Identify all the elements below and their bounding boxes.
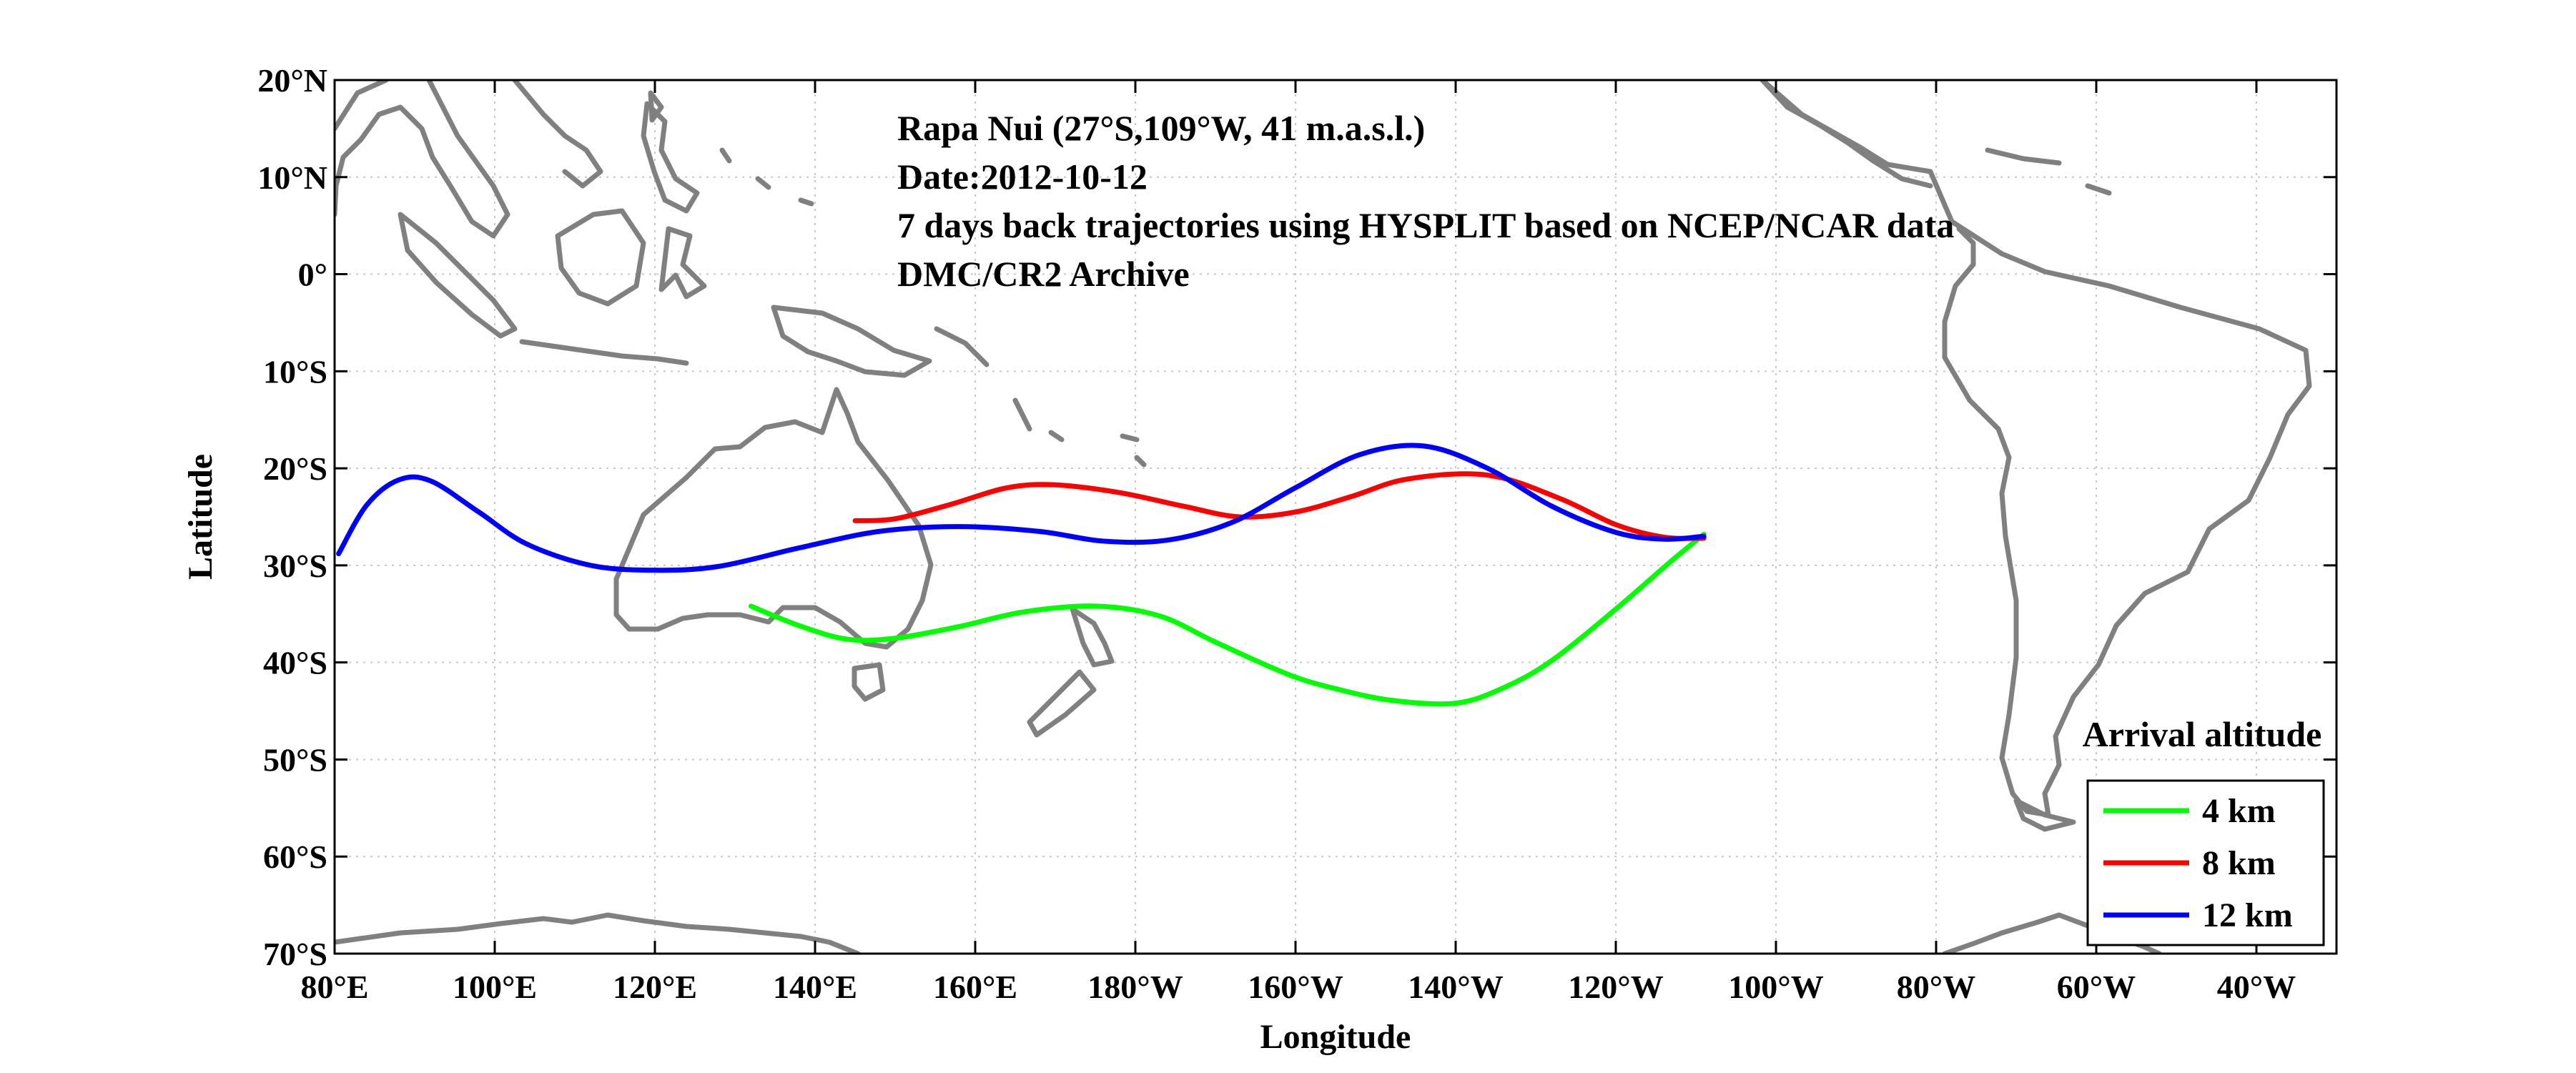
x-tick-label: 140°W: [1408, 969, 1503, 1005]
y-tick-label: 30°S: [263, 548, 327, 584]
x-tick-label: 40°W: [2217, 969, 2296, 1005]
y-tick-label: 10°S: [263, 353, 327, 390]
x-tick-label: 140°E: [773, 969, 857, 1005]
grid-lines: [335, 80, 2336, 954]
x-tick-label: 180°W: [1087, 969, 1183, 1005]
coastline-sulawesi: [658, 226, 707, 300]
x-tick-label: 120°W: [1568, 969, 1663, 1005]
coastline-map: [335, 80, 2312, 954]
x-tick-label: 160°E: [933, 969, 1017, 1005]
legend-label-8km: 8 km: [2202, 844, 2276, 882]
x-tick-label: 100°E: [453, 969, 537, 1005]
annotation-method: 7 days back trajectories using HYSPLIT b…: [897, 205, 1954, 245]
coastline-south-america: [1760, 80, 2312, 818]
annotation-archive: DMC/CR2 Archive: [897, 254, 1190, 294]
coastline-caribbean: [1985, 147, 2112, 196]
y-tick-label: 40°S: [263, 645, 327, 681]
annotation-station: Rapa Nui (27°S,109°W, 41 m.a.s.l.): [897, 108, 1425, 148]
coastline-pacific-islands: [934, 326, 1147, 468]
legend: Arrival altitude 4 km 8 km 12 km: [2083, 714, 2325, 946]
legend-label-4km: 4 km: [2202, 792, 2276, 830]
coastline-asia: [335, 80, 510, 239]
y-tick-label: 10°N: [257, 159, 327, 196]
legend-label-12km: 12 km: [2202, 896, 2293, 934]
coastline-new-guinea: [771, 305, 932, 378]
y-tick-label: 60°S: [263, 839, 327, 875]
x-tick-label: 120°E: [613, 969, 697, 1005]
annotation-block: Rapa Nui (27°S,109°W, 41 m.a.s.l.) Date:…: [897, 108, 1954, 294]
y-tick-label: 20°N: [257, 62, 327, 99]
y-axis-label: Latitude: [182, 454, 219, 580]
coastline-java: [519, 339, 689, 366]
y-tick-label: 20°S: [263, 450, 327, 487]
coastline-indochina: [512, 80, 603, 189]
series-line-12km: [336, 442, 1707, 573]
x-tick-label: 60°W: [2057, 969, 2136, 1005]
axis-tick-labels: 80°E 100°E 120°E 140°E 160°E 180°W 160°W 140°W 1…: [257, 62, 2296, 1005]
x-tick-label: 80°E: [300, 969, 368, 1005]
coastline-central-america: [1760, 80, 1933, 189]
coastline-australia: [613, 387, 934, 650]
y-tick-label: 70°S: [263, 936, 327, 972]
coastline-taiwan: [648, 90, 664, 123]
coastline-borneo: [555, 208, 646, 307]
trajectory-series: [336, 442, 1707, 707]
coastline-philippines: [641, 101, 700, 214]
plot-area-frame: [333, 79, 2338, 955]
coastline-tasmania: [852, 662, 886, 702]
y-tick-label: 50°S: [263, 741, 327, 778]
x-tick-label: 80°W: [1897, 969, 1975, 1005]
coastline-tierra-del-fuego: [2013, 798, 2076, 832]
x-axis-label: Longitude: [1260, 1018, 1411, 1056]
annotation-date: Date:2012-10-12: [897, 157, 1148, 197]
series-line-8km: [852, 471, 1707, 541]
coastline-micronesia: [719, 147, 814, 207]
y-tick-label: 0°: [298, 257, 327, 293]
series-line-4km: [748, 531, 1707, 707]
x-tick-label: 100°W: [1728, 969, 1823, 1005]
axis-ticks: [333, 79, 2336, 955]
coastline-new-zealand: [1027, 606, 1115, 738]
x-tick-label: 160°W: [1248, 969, 1343, 1005]
legend-title: Arrival altitude: [2083, 714, 2322, 754]
coastline-sumatra: [398, 212, 518, 339]
coastline-antarctica: [335, 912, 861, 954]
